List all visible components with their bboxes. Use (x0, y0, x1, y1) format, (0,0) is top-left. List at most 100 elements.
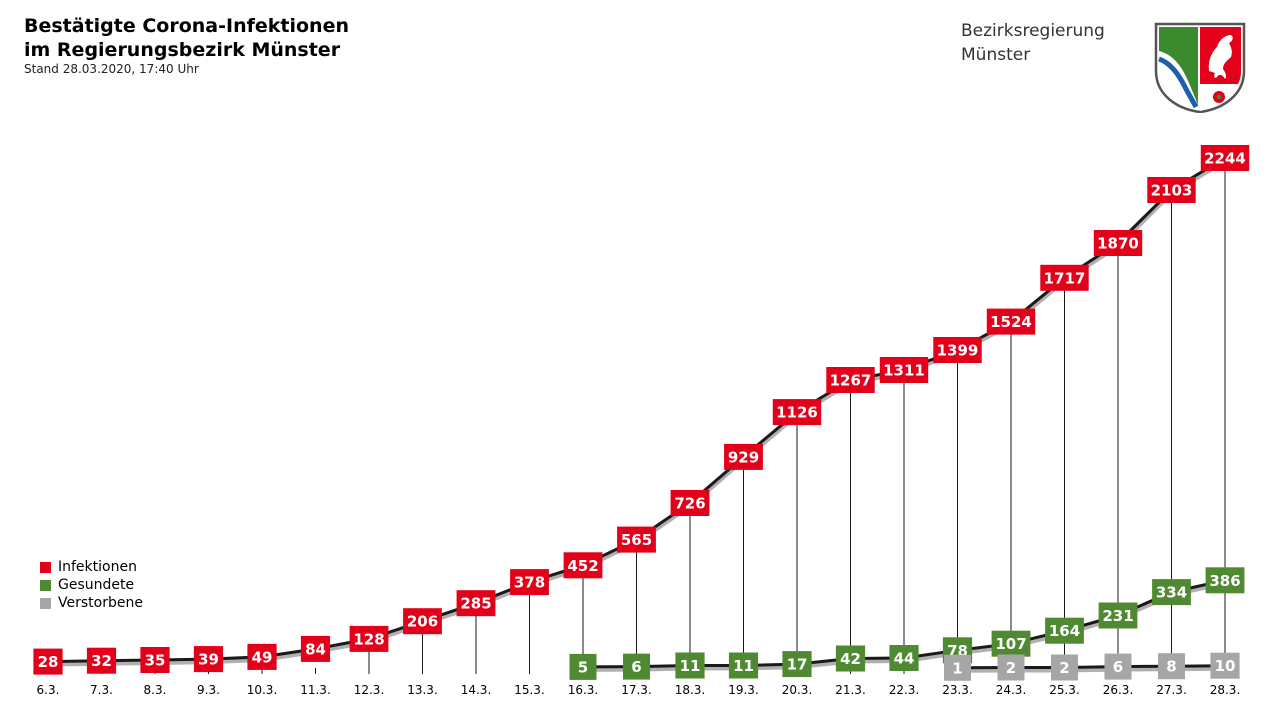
chart-subtitle: Stand 28.03.2020, 17:40 Uhr (24, 62, 199, 76)
data-label-box-gesundete (1152, 579, 1191, 606)
data-label-text-infektionen: 128 (353, 630, 384, 648)
data-label-box-verstorbene (1051, 654, 1078, 681)
data-label-gesundete: 11 (675, 652, 705, 679)
data-label-box-infektionen (826, 367, 875, 393)
data-label-text-infektionen: 1717 (1044, 269, 1086, 287)
data-label-box-infektionen (670, 490, 710, 516)
data-label-gesundete: 231 (1098, 602, 1138, 629)
x-tick-label: 28.3. (1210, 683, 1241, 697)
data-label-box-verstorbene (997, 654, 1025, 681)
x-tick-label: 8.3. (144, 683, 167, 697)
x-axis: 6.3. 7.3. 8.3. 9.3. 10.3. 11.3. 12.3. 13.3. 14.3… (37, 683, 1241, 697)
chart-title-line-1: Bestätigte Corona-Infektionen (24, 15, 349, 37)
data-label-text-verstorbene: 8 (1166, 658, 1176, 676)
data-label-box-infektionen (510, 569, 549, 596)
data-label-box-infektionen (563, 552, 603, 579)
x-tick-label: 11.3. (300, 683, 331, 697)
data-label-gesundete: 386 (1205, 567, 1245, 594)
data-label-text-infektionen: 1524 (990, 313, 1032, 331)
data-label-text-infektionen: 929 (728, 448, 759, 466)
data-label-text-infektionen: 39 (198, 651, 219, 669)
data-label-text-infektionen: 452 (567, 557, 598, 575)
data-label-box-gesundete (569, 653, 597, 680)
data-label-gesundete: 11 (728, 652, 759, 679)
data-label-gesundete: 17 (782, 651, 812, 678)
data-label-infektionen: 84 (300, 635, 331, 662)
data-label-text-infektionen: 2103 (1151, 182, 1193, 200)
data-label-box-infektionen (1147, 177, 1196, 203)
data-label-text-gesundete: 164 (1049, 622, 1080, 640)
data-label-box-verstorbene (944, 654, 971, 681)
data-label-gesundete: 6 (623, 653, 650, 680)
chart-title-line-2: im Regierungsbezirk Münster (24, 39, 341, 61)
data-label-box-infektionen (1040, 264, 1089, 291)
legend-swatch-infektionen (40, 561, 51, 573)
data-label-box-gesundete (1098, 602, 1138, 629)
data-label-box-gesundete (835, 645, 866, 672)
data-label-text-verstorbene: 2 (1006, 659, 1016, 677)
x-tick-label: 10.3. (247, 683, 278, 697)
data-label-text-gesundete: 386 (1209, 572, 1240, 590)
data-label-gesundete: 44 (889, 645, 919, 671)
data-label-text-gesundete: 107 (995, 635, 1026, 653)
data-label-infektionen: 1870 (1093, 230, 1143, 256)
data-label-box-verstorbene (1158, 653, 1185, 680)
data-label-text-infektionen: 1399 (937, 342, 979, 360)
data-label-box-infektionen (247, 643, 277, 670)
data-label-gesundete: 164 (1045, 617, 1084, 644)
data-label-infektionen: 1267 (826, 367, 875, 393)
x-tick-label: 24.3. (996, 683, 1027, 697)
legend-label-infektionen: Infektionen (58, 559, 137, 575)
data-label-gesundete: 334 (1152, 579, 1191, 606)
legend-swatch-verstorbene (40, 597, 51, 609)
value-stems (47, 158, 1226, 674)
legend-item-verstorbene: Verstorbene (40, 594, 143, 612)
data-label-box-infektionen (986, 308, 1036, 335)
org-name: Bezirksregierung Münster (961, 19, 1105, 67)
data-label-infektionen: 1717 (1040, 264, 1089, 291)
data-label-text-verstorbene: 6 (1113, 658, 1123, 676)
data-label-box-infektionen (33, 648, 63, 675)
data-label-box-gesundete (991, 630, 1031, 657)
data-label-infektionen: 1311 (879, 357, 929, 383)
x-tick-label: 13.3. (407, 683, 438, 697)
x-tick-label: 26.3. (1103, 683, 1134, 697)
data-labels: 28 32 35 39 49 841282062853784525657269291126… (33, 145, 1250, 681)
data-label-text-infektionen: 32 (91, 652, 112, 670)
data-label-box-gesundete (675, 652, 705, 679)
legend-swatch-gesundete (40, 579, 51, 591)
data-label-box-infektionen (349, 625, 389, 652)
data-label-text-infektionen: 1870 (1097, 235, 1139, 253)
legend-item-gesundete: Gesundete (40, 576, 143, 594)
x-tick-label: 14.3. (461, 683, 492, 697)
legend-label-gesundete: Gesundete (58, 577, 135, 593)
data-label-verstorbene: 8 (1158, 653, 1185, 680)
x-tick-label: 21.3. (835, 683, 866, 697)
data-label-text-gesundete: 11 (680, 657, 701, 675)
data-label-box-infektionen (300, 635, 331, 662)
data-label-infektionen: 1524 (986, 308, 1036, 335)
data-label-infektionen: 32 (86, 647, 117, 674)
data-label-infektionen: 39 (193, 646, 224, 673)
data-label-text-infektionen: 28 (38, 653, 59, 671)
data-label-box-gesundete (623, 653, 650, 680)
data-label-box-gesundete (889, 645, 919, 671)
data-label-text-gesundete: 6 (631, 658, 641, 676)
data-label-infektionen: 378 (510, 569, 549, 596)
data-label-verstorbene: 6 (1104, 653, 1132, 680)
x-tick-label: 9.3. (197, 683, 220, 697)
data-label-box-infektionen (403, 608, 442, 635)
data-label-text-infektionen: 726 (674, 495, 705, 513)
data-label-box-gesundete (782, 651, 812, 678)
data-label-text-verstorbene: 1 (952, 659, 962, 677)
data-label-text-infektionen: 49 (252, 648, 273, 666)
data-label-box-verstorbene (1104, 653, 1132, 680)
x-tick-label: 22.3. (889, 683, 920, 697)
data-label-infektionen: 28 (33, 648, 63, 675)
data-label-text-infektionen: 378 (514, 574, 545, 592)
legend-label-verstorbene: Verstorbene (58, 595, 143, 611)
data-label-box-infektionen (193, 646, 224, 673)
data-label-verstorbene: 2 (997, 654, 1025, 681)
data-label-infektionen: 452 (563, 552, 603, 579)
